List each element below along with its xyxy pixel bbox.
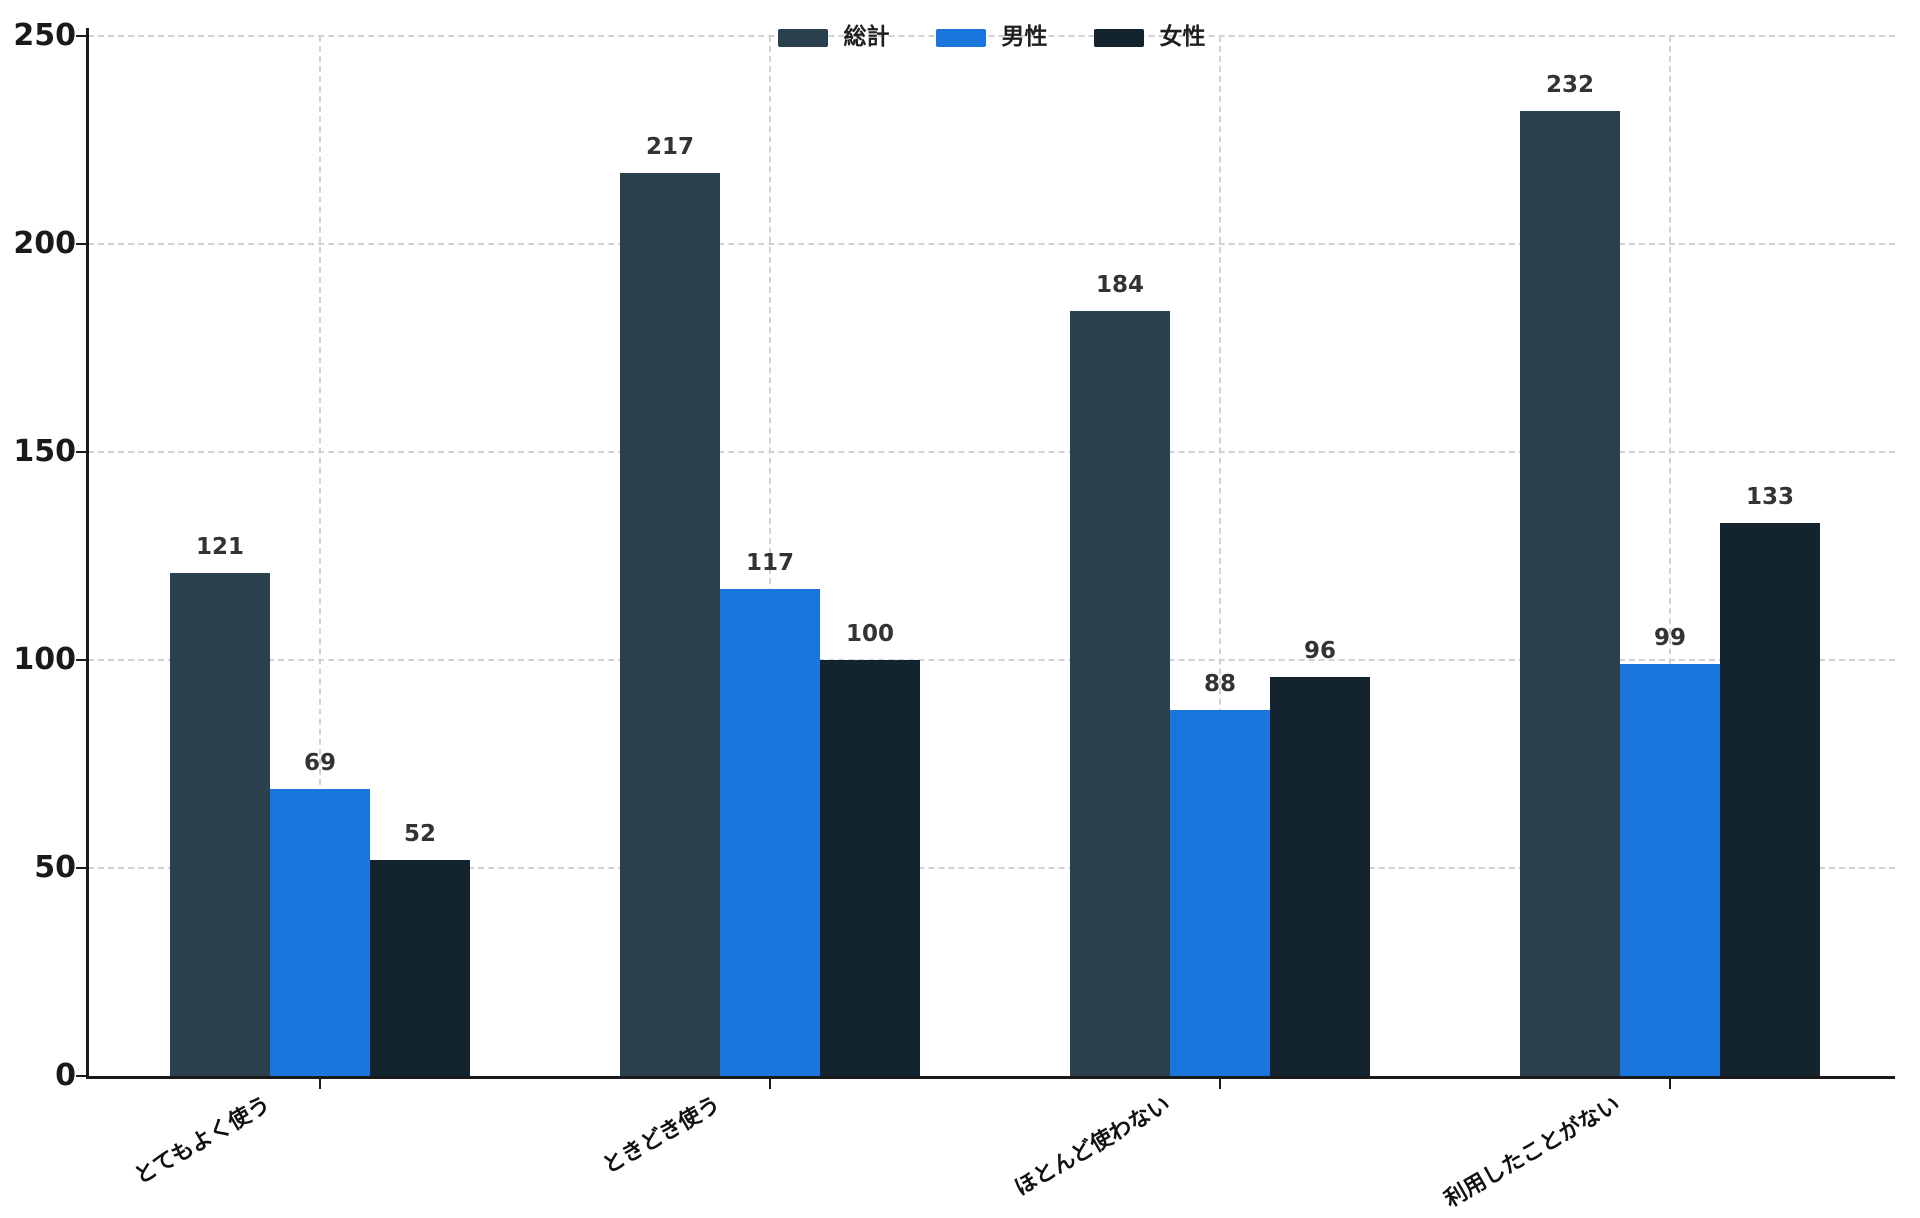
bar-total <box>170 572 270 1076</box>
gridline-vertical <box>1669 36 1671 1076</box>
x-tick-mark <box>1669 1079 1671 1089</box>
bar-total <box>1070 310 1170 1076</box>
x-tick-mark <box>319 1079 321 1089</box>
y-tick-mark <box>76 1075 88 1077</box>
bar-value-label: 217 <box>645 134 694 161</box>
y-axis-tick-label: 50 <box>34 850 76 885</box>
y-axis-tick-label: 0 <box>55 1058 76 1093</box>
bar-total <box>1520 110 1620 1076</box>
bar-value-label: 133 <box>1745 483 1794 510</box>
y-axis-tick-label: 250 <box>13 18 76 53</box>
y-tick-mark <box>76 451 88 453</box>
bar-total <box>620 173 720 1076</box>
bar-value-label: 121 <box>195 533 244 560</box>
y-axis-tick-label: 150 <box>13 434 76 469</box>
legend-label-female: 女性 <box>1159 24 1206 50</box>
bar-male <box>1620 664 1720 1076</box>
gridline-horizontal <box>88 243 1895 245</box>
bar-male <box>1170 709 1270 1076</box>
y-tick-mark <box>76 867 88 869</box>
legend-item-total: 総計 <box>777 24 890 50</box>
gridline-vertical <box>1219 36 1221 1076</box>
x-tick-mark <box>1219 1079 1221 1089</box>
gridline-vertical <box>319 36 321 1076</box>
legend-item-male: 男性 <box>935 24 1048 50</box>
y-tick-mark <box>76 35 88 37</box>
bar-value-label: 117 <box>745 550 794 577</box>
bar-value-label: 99 <box>1653 625 1686 652</box>
y-axis-tick-label: 200 <box>13 226 76 261</box>
x-axis-category-label: 利用したことがない <box>1440 1092 1625 1213</box>
bar-female <box>820 660 920 1076</box>
legend-label-total: 総計 <box>843 24 890 50</box>
gridline-horizontal <box>88 35 1895 37</box>
gridline-horizontal <box>88 867 1895 869</box>
gridline-horizontal <box>88 451 1895 453</box>
x-tick-mark <box>769 1079 771 1089</box>
y-axis-tick-label: 100 <box>13 642 76 677</box>
bar-value-label: 232 <box>1545 71 1594 98</box>
x-axis-category-label: ほとんど使わない <box>1010 1092 1175 1202</box>
x-axis-category-label: とてもよく使う <box>130 1092 275 1190</box>
legend-item-female: 女性 <box>1093 24 1206 50</box>
bar-female <box>1720 522 1820 1076</box>
bar-value-label: 100 <box>845 621 894 647</box>
bar-value-label: 69 <box>303 749 336 776</box>
legend-swatch-male <box>935 28 986 47</box>
bar-value-label: 96 <box>1303 637 1336 664</box>
legend-swatch-female <box>1093 28 1144 47</box>
bar-female <box>1270 676 1370 1076</box>
gridline-vertical <box>769 36 771 1076</box>
bar-value-label: 52 <box>403 820 436 847</box>
bar-value-label: 184 <box>1095 271 1144 298</box>
y-tick-mark <box>76 243 88 245</box>
bar-female <box>370 859 470 1076</box>
x-axis-category-label: ときどき使う <box>598 1092 725 1180</box>
y-axis-spine <box>86 28 89 1079</box>
legend-label-male: 男性 <box>1001 24 1048 50</box>
y-tick-mark <box>76 659 88 661</box>
legend-swatch-total <box>777 28 828 47</box>
bar-male <box>270 788 370 1076</box>
chart-legend: 総計 男性 女性 <box>88 26 1895 49</box>
bar-value-label: 88 <box>1203 670 1236 697</box>
bar-male <box>720 589 820 1076</box>
x-axis-spine <box>86 1076 1895 1079</box>
gridline-horizontal <box>88 659 1895 661</box>
